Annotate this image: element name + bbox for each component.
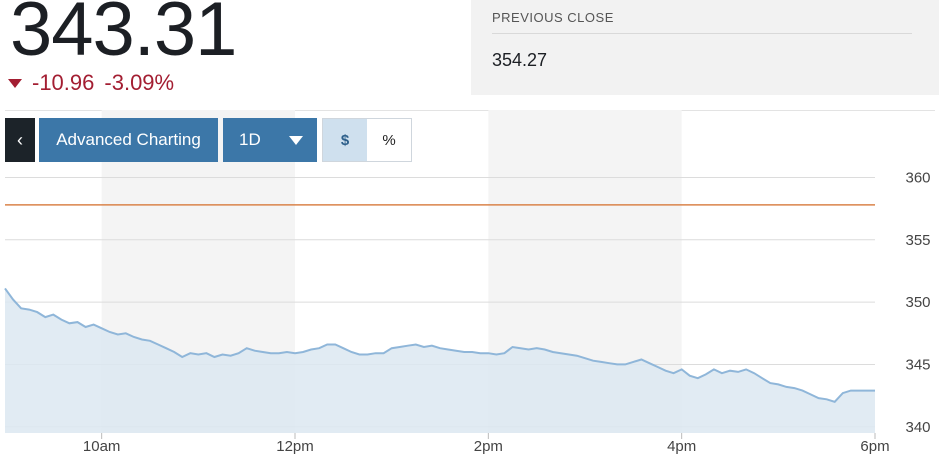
change-value: -10.96 bbox=[32, 70, 95, 95]
x-tick-label: 4pm bbox=[667, 438, 696, 455]
x-tick-label: 10am bbox=[83, 438, 121, 455]
price-change: -10.96 -3.09% bbox=[8, 70, 174, 96]
x-tick-label: 6pm bbox=[860, 438, 889, 455]
chevron-left-icon: ‹ bbox=[17, 129, 23, 150]
back-button[interactable]: ‹ bbox=[5, 118, 35, 162]
display-mode-toggle: $ % bbox=[322, 118, 412, 162]
y-tick-label: 345 bbox=[905, 356, 930, 373]
dollar-mode-button[interactable]: $ bbox=[323, 119, 367, 161]
chart-toolbar: ‹ Advanced Charting 1D $ % bbox=[5, 118, 412, 162]
x-axis-ticks: 10am 12pm 2pm 4pm 6pm bbox=[83, 433, 890, 455]
current-price: 343.31 bbox=[10, 0, 237, 72]
previous-close-label: PREVIOUS CLOSE bbox=[492, 10, 614, 25]
range-dropdown[interactable]: 1D bbox=[223, 118, 317, 162]
previous-close-value: 354.27 bbox=[492, 50, 548, 70]
percent-mode-button[interactable]: % bbox=[367, 119, 411, 161]
x-tick-label: 12pm bbox=[276, 438, 314, 455]
y-tick-label: 360 bbox=[905, 169, 930, 186]
arrow-down-icon bbox=[8, 78, 22, 88]
y-tick-label: 355 bbox=[905, 232, 930, 249]
price-area bbox=[5, 288, 875, 433]
section-divider bbox=[5, 110, 935, 111]
y-tick-label: 340 bbox=[905, 419, 930, 436]
previous-close-panel: PREVIOUS CLOSE 354.27 bbox=[471, 0, 939, 95]
change-percent: -3.09% bbox=[104, 70, 175, 95]
price-line bbox=[4, 287, 875, 403]
y-axis-ticks: 340 345 350 355 360 bbox=[905, 169, 930, 435]
x-tick-label: 2pm bbox=[474, 438, 503, 455]
y-tick-label: 350 bbox=[905, 294, 930, 311]
caret-down-icon bbox=[289, 136, 303, 145]
range-label: 1D bbox=[239, 130, 261, 149]
previous-close-divider bbox=[492, 33, 912, 34]
advanced-charting-button[interactable]: Advanced Charting bbox=[39, 118, 218, 162]
